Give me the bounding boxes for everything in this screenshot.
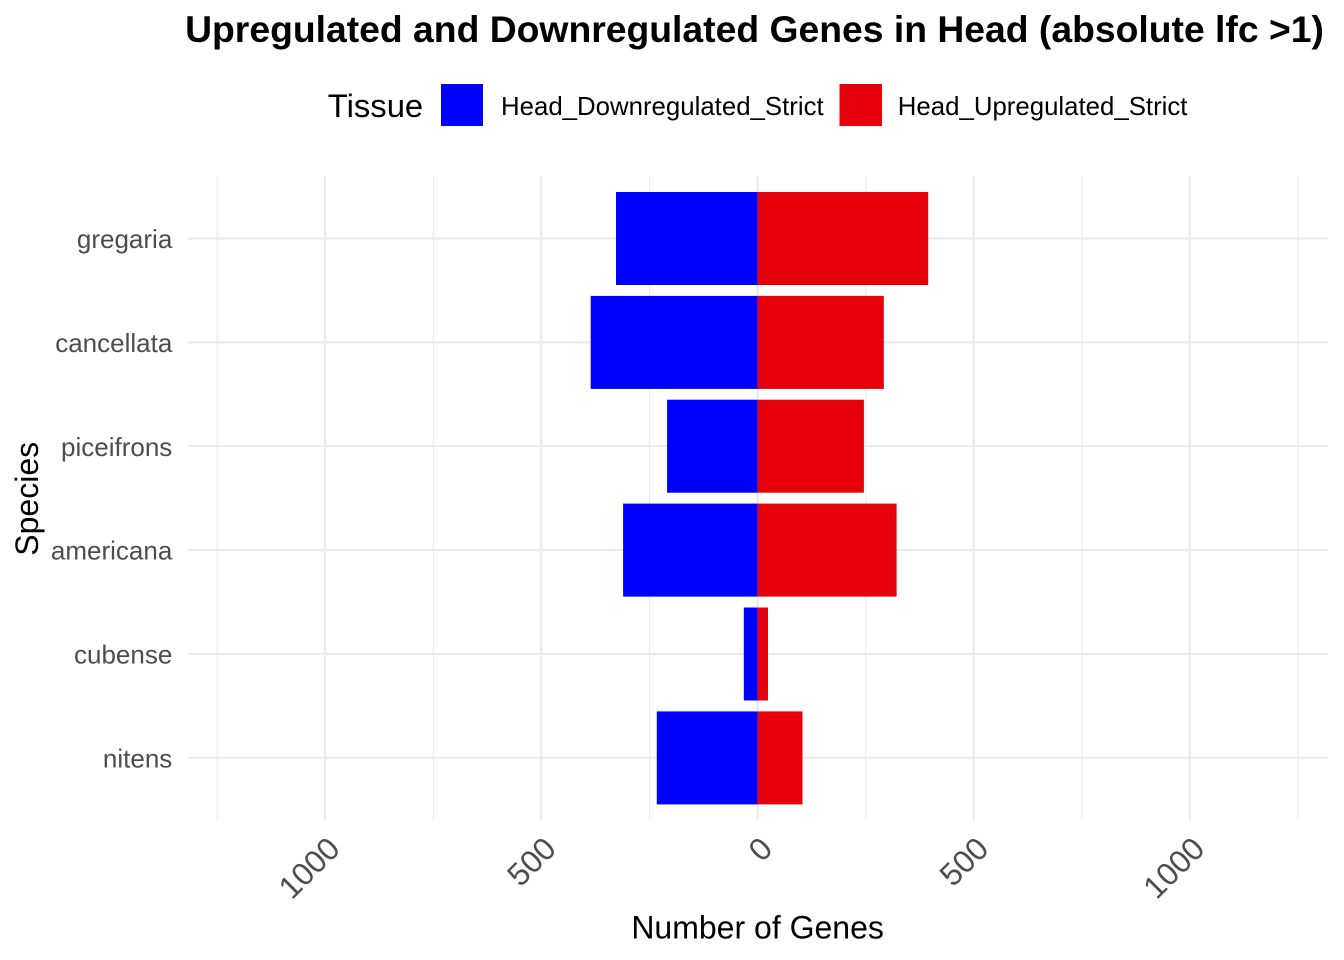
svg-text:piceifrons: piceifrons [61,432,172,462]
svg-text:Head_Downregulated_Strict: Head_Downregulated_Strict [501,93,824,121]
svg-text:cubense: cubense [74,640,172,670]
svg-text:Head_Upregulated_Strict: Head_Upregulated_Strict [898,93,1188,121]
svg-text:cancellata: cancellata [55,328,173,358]
svg-text:Number of Genes: Number of Genes [631,910,884,946]
svg-text:gregaria: gregaria [77,224,173,254]
svg-text:Species: Species [9,442,45,556]
svg-text:Upregulated and Downregulated: Upregulated and Downregulated Genes in H… [185,8,1324,50]
svg-text:Tissue: Tissue [328,87,423,124]
svg-text:nitens: nitens [103,743,172,773]
svg-text:americana: americana [51,536,173,566]
